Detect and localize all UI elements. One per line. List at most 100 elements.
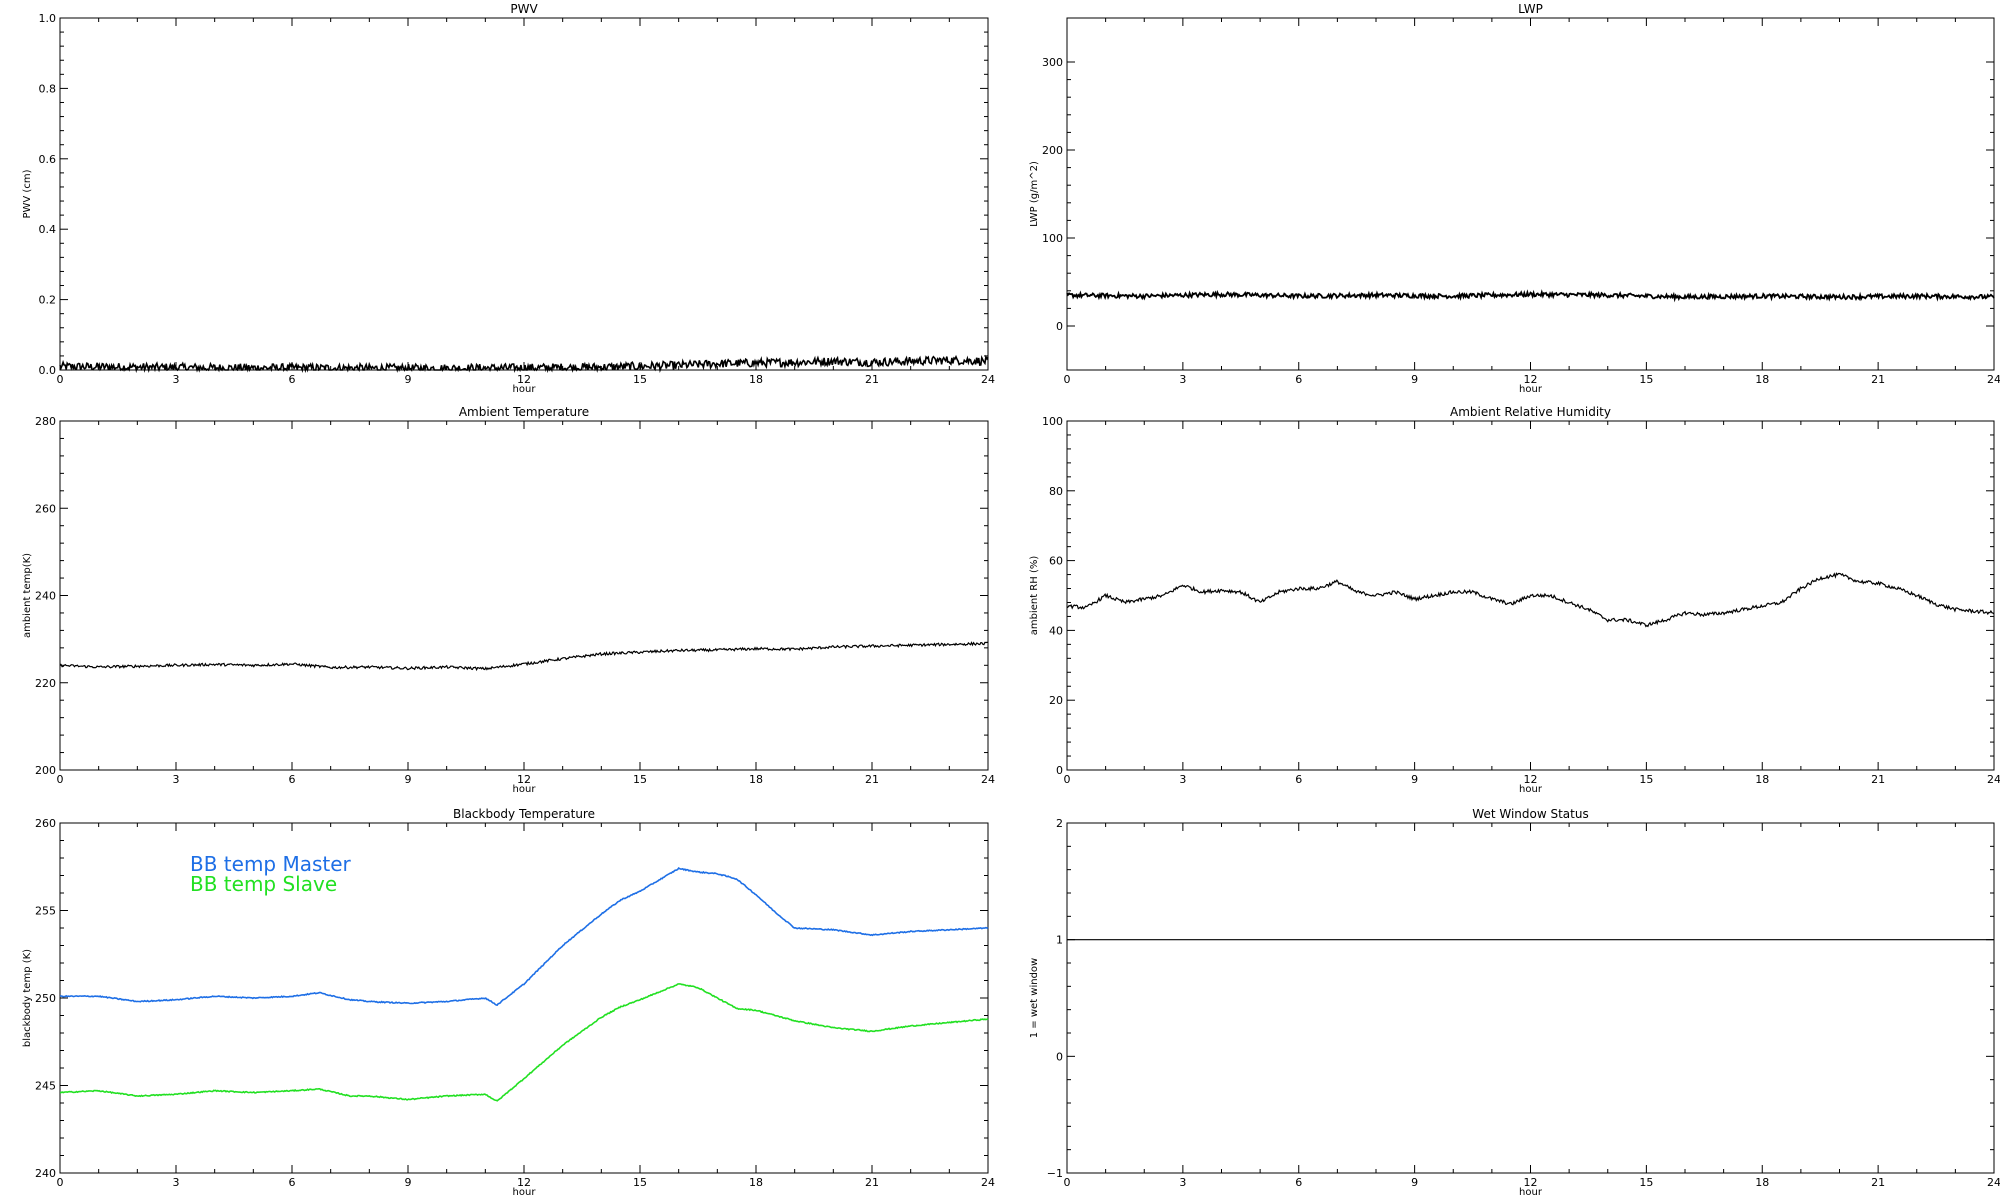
plot-frame [1066, 822, 1995, 1174]
x-tick-label: 9 [405, 373, 412, 386]
x-axis-label: hour [1519, 784, 1543, 795]
x-tick-label: 15 [633, 373, 647, 386]
x-axis-label: hour [1519, 384, 1543, 395]
x-tick-label: 21 [1871, 1176, 1885, 1189]
y-tick-label: 1 [1056, 934, 1063, 947]
x-tick-label: 6 [289, 1176, 296, 1189]
x-tick-label: 15 [1639, 1176, 1653, 1189]
plot-frame [1066, 17, 1995, 371]
y-tick-label: 2 [1056, 817, 1063, 830]
chart-panel-5: Blackbody Temperature 0 3 6 9 12 15 18 21 24 hour 2… [22, 807, 995, 1198]
x-tick-label: 15 [1639, 373, 1653, 386]
chart-panel-2: LWP 0 3 6 9 12 15 18 21 24 hour 0 100 200 300 LWP (g/m^… [1029, 2, 2000, 395]
y-tick-label: 200 [1042, 144, 1063, 157]
series-line-1 [1066, 289, 1995, 303]
x-tick-label: 18 [1755, 373, 1769, 386]
x-tick-label: 21 [865, 1176, 879, 1189]
x-tick-label: 12 [517, 1176, 531, 1189]
x-tick-label: 6 [289, 773, 296, 786]
plot-frame [59, 17, 989, 371]
y-axis-label: ambient RH (%) [1029, 556, 1040, 636]
x-tick-label: 6 [1295, 373, 1302, 386]
x-tick-label: 3 [173, 373, 180, 386]
x-tick-label: 21 [1871, 773, 1885, 786]
y-tick-label: 0.0 [39, 364, 57, 377]
plot-frame [59, 420, 989, 771]
x-tick-label: 0 [1064, 373, 1071, 386]
x-tick-label: 21 [865, 773, 879, 786]
x-axis-label: hour [513, 784, 537, 795]
chart-panel-4: Ambient Relative Humidity 0 3 6 9 12 15 18 21 24 h… [1029, 405, 2000, 795]
x-tick-label: 6 [1295, 1176, 1302, 1189]
series-line-2 [60, 983, 989, 1102]
x-tick-label: 3 [173, 773, 180, 786]
x-tick-label: 12 [517, 773, 531, 786]
chart-title: LWP [1518, 2, 1543, 16]
y-tick-label: 0.4 [39, 223, 57, 236]
x-axis-label: hour [513, 384, 537, 395]
y-tick-label: 280 [35, 415, 56, 428]
x-tick-label: 0 [57, 1176, 64, 1189]
x-tick-label: 18 [1755, 773, 1769, 786]
y-tick-label: −1 [1047, 1167, 1063, 1180]
x-tick-label: 9 [405, 773, 412, 786]
x-tick-label: 9 [1411, 1176, 1418, 1189]
y-tick-label: 0.2 [39, 294, 57, 307]
y-tick-label: 20 [1049, 694, 1063, 707]
y-axis-label: PWV (cm) [22, 169, 33, 218]
x-tick-label: 12 [1524, 773, 1538, 786]
x-tick-label: 24 [981, 773, 995, 786]
y-axis-label: ambient temp(K) [22, 553, 33, 638]
x-tick-label: 12 [1524, 373, 1538, 386]
chart-title: PWV [510, 2, 538, 16]
x-tick-label: 24 [1987, 1176, 2000, 1189]
chart-title: Ambient Temperature [459, 405, 589, 419]
x-tick-label: 9 [1411, 373, 1418, 386]
x-tick-label: 24 [981, 373, 995, 386]
x-tick-label: 9 [1411, 773, 1418, 786]
x-tick-label: 21 [865, 373, 879, 386]
y-tick-label: 260 [35, 502, 56, 515]
y-tick-label: 255 [35, 905, 56, 918]
x-tick-label: 0 [57, 373, 64, 386]
chart-title: Wet Window Status [1472, 807, 1588, 821]
x-tick-label: 21 [1871, 373, 1885, 386]
y-tick-label: 245 [35, 1080, 56, 1093]
x-tick-label: 15 [633, 1176, 647, 1189]
x-tick-label: 15 [1639, 773, 1653, 786]
y-axis-label: LWP (g/m^2) [1029, 161, 1040, 227]
y-tick-label: 0.6 [39, 153, 57, 166]
x-tick-label: 3 [1179, 1176, 1186, 1189]
series-line-1 [59, 867, 989, 1006]
x-tick-label: 15 [633, 773, 647, 786]
chart-panel-3: Ambient Temperature 0 3 6 9 12 15 18 21 24 hour 200… [22, 405, 995, 795]
y-tick-label: 300 [1042, 56, 1063, 69]
y-tick-label: 40 [1049, 624, 1063, 637]
x-tick-label: 18 [1755, 1176, 1769, 1189]
y-tick-label: 0 [1056, 320, 1063, 333]
y-axis-label: blackbody temp (K) [22, 949, 33, 1047]
x-tick-label: 24 [1987, 773, 2000, 786]
x-tick-label: 3 [1179, 373, 1186, 386]
x-axis-label: hour [513, 1187, 537, 1198]
y-tick-label: 0 [1056, 1050, 1063, 1063]
y-tick-label: 240 [35, 1167, 56, 1180]
y-tick-label: 200 [35, 764, 56, 777]
x-tick-label: 18 [749, 1176, 763, 1189]
y-tick-label: 0.8 [39, 82, 57, 95]
chart-title: Ambient Relative Humidity [1450, 405, 1611, 419]
x-tick-label: 18 [749, 373, 763, 386]
x-tick-label: 3 [1179, 773, 1186, 786]
x-axis-label: hour [1519, 1187, 1543, 1198]
y-tick-label: 100 [1042, 232, 1063, 245]
x-tick-label: 0 [57, 773, 64, 786]
chart-title: Blackbody Temperature [453, 807, 595, 821]
x-tick-label: 6 [289, 373, 296, 386]
x-tick-label: 6 [1295, 773, 1302, 786]
series-line-1 [59, 641, 989, 672]
x-tick-label: 0 [1064, 773, 1071, 786]
x-tick-label: 0 [1064, 1176, 1071, 1189]
y-tick-label: 80 [1049, 485, 1063, 498]
